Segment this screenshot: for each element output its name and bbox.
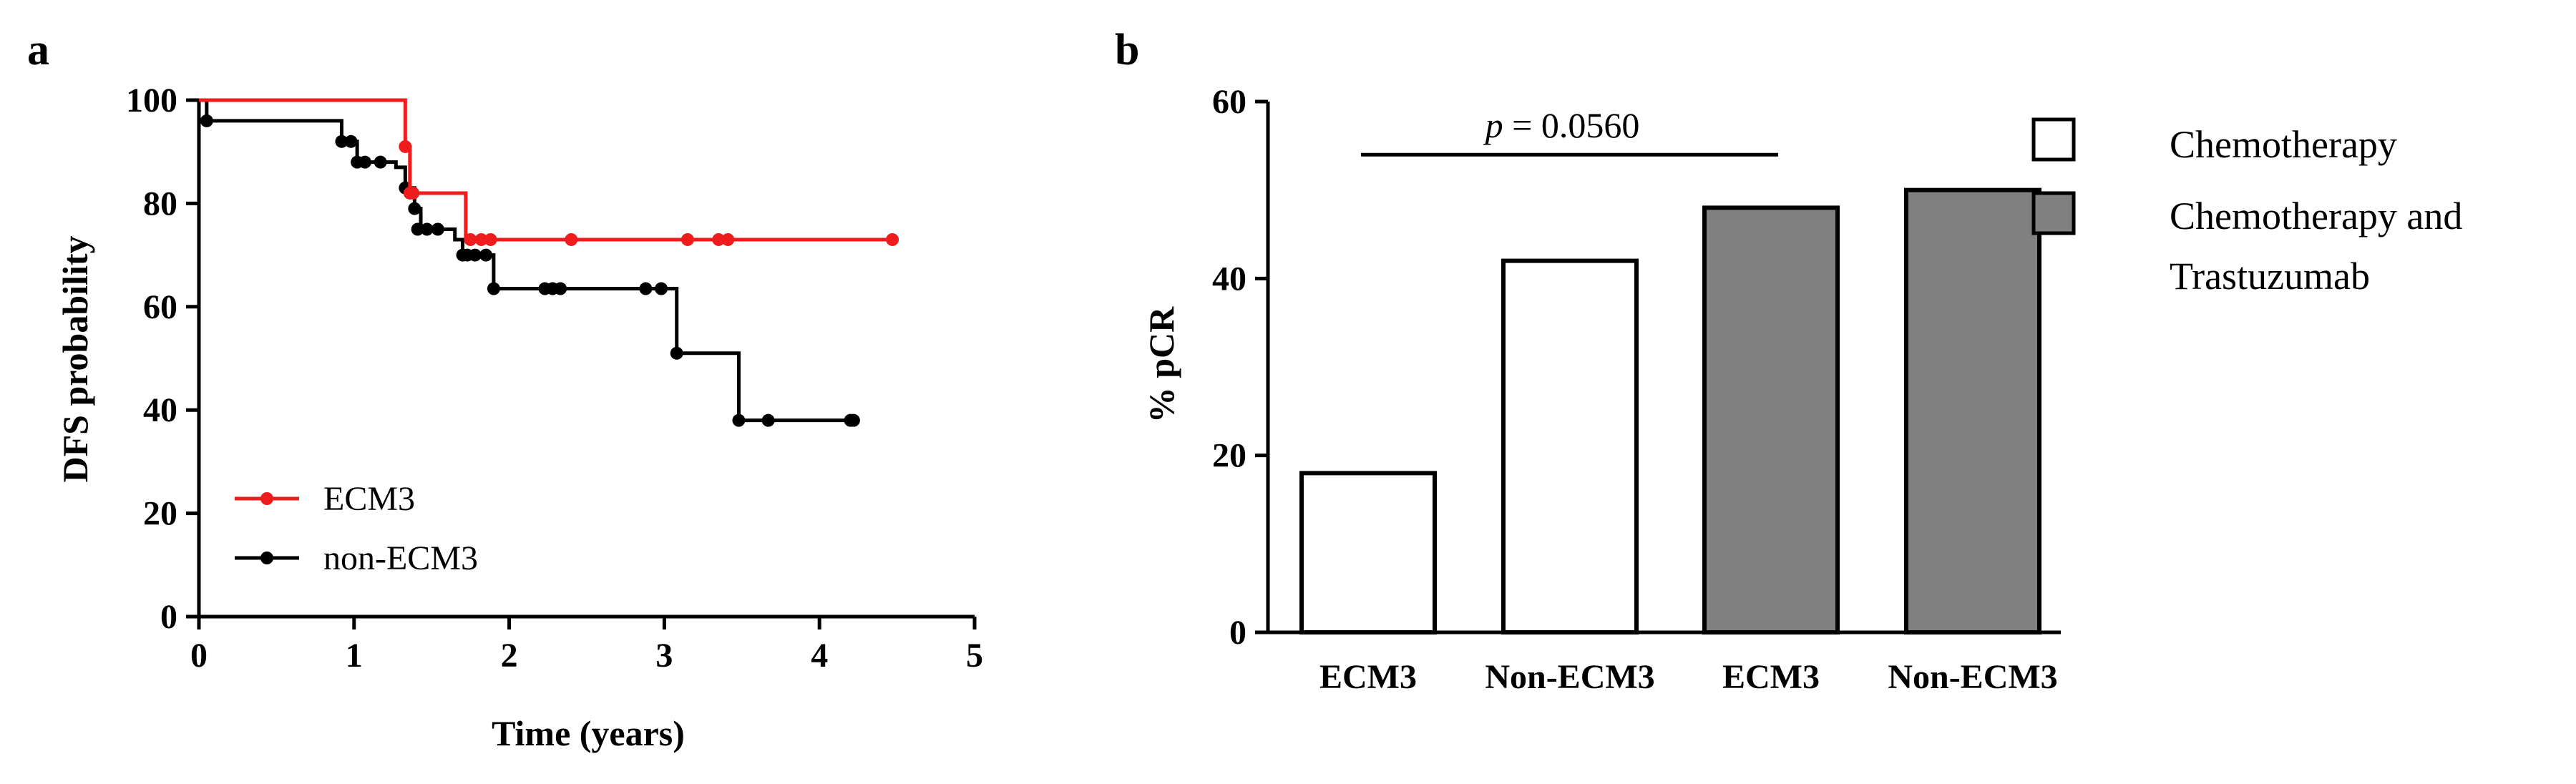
km-censor-point-non-ecm3 <box>431 222 444 236</box>
km-axes: 0 1 2 3 4 5 0 20 40 60 80 100 <box>126 82 983 675</box>
pcr-x-tick-label: Non-ECM3 <box>1485 658 1654 696</box>
pcr-y-tick-label: 20 <box>1212 437 1246 475</box>
legend-swatch-chemo-trastuzumab <box>2031 191 2076 235</box>
km-censor-point-non-ecm3 <box>655 282 668 295</box>
km-censor-point-ecm3 <box>474 232 488 246</box>
km-y-tick-label: 100 <box>126 82 177 119</box>
km-censor-point-ecm3 <box>406 186 420 200</box>
km-censor-point-non-ecm3 <box>374 155 387 169</box>
pcr-y-tick-label: 40 <box>1212 260 1246 298</box>
km-censor-point-non-ecm3 <box>847 413 860 427</box>
km-x-axis-label: Time (years) <box>492 713 685 753</box>
km-censor-point-non-ecm3 <box>358 155 371 169</box>
km-y-tick-label: 80 <box>143 185 177 222</box>
km-censor-point-non-ecm3 <box>639 282 653 295</box>
legend-label-non-ecm3: non-ECM3 <box>323 539 478 577</box>
km-x-tick-label: 2 <box>501 637 518 675</box>
pcr-bar-chart: 0 20 40 60 ECM3 Non-ECM3 ECM3 Non-ECM3 % pCR p … <box>1141 83 2462 696</box>
km-censor-point-ecm3 <box>886 232 899 246</box>
legend-marker-ecm3 <box>260 492 273 505</box>
km-y-tick-label: 0 <box>160 598 177 636</box>
km-censor-point-non-ecm3 <box>411 222 424 236</box>
km-censor-point-non-ecm3 <box>670 346 683 360</box>
km-y-axis-label: DFS probability <box>55 236 95 483</box>
km-y-tick-label: 60 <box>143 288 177 326</box>
legend-swatch-chemotherapy <box>2031 117 2076 162</box>
legend-marker-non-ecm3 <box>260 552 273 564</box>
pcr-legend: Chemotherapy Chemotherapy and Trastuzuma… <box>2031 117 2462 298</box>
km-censor-point-non-ecm3 <box>344 134 358 148</box>
km-censor-point-non-ecm3 <box>408 202 421 215</box>
km-line-non-ecm3 <box>199 98 854 423</box>
km-censor-point-ecm3 <box>399 139 412 153</box>
km-censor-point-non-ecm3 <box>420 222 434 236</box>
pcr-y-tick-label: 0 <box>1229 614 1246 652</box>
p-value-label: p = 0.0560 <box>1483 105 1640 145</box>
km-y-tick-label: 40 <box>143 391 177 429</box>
p-value-annotation: p = 0.0560 <box>1361 105 1778 157</box>
panel-label-b: b <box>1115 26 1139 74</box>
km-censor-point-non-ecm3 <box>732 413 746 427</box>
km-x-tick-label: 0 <box>190 637 208 675</box>
pcr-x-tick-label: Non-ECM3 <box>1888 658 2057 696</box>
legend-label-chemotherapy: Chemotherapy <box>2170 123 2397 166</box>
pcr-axes: 0 20 40 60 ECM3 Non-ECM3 ECM3 Non-ECM3 <box>1212 83 2061 696</box>
km-censor-point-non-ecm3 <box>479 248 493 262</box>
km-censor-point-ecm3 <box>565 232 578 246</box>
km-censor-point-non-ecm3 <box>554 282 567 295</box>
km-line-ecm3 <box>199 98 893 242</box>
legend-label-ecm3: ECM3 <box>323 480 415 518</box>
bar-4 <box>1904 187 2041 634</box>
p-value-symbol: p <box>1483 105 1503 145</box>
bar-1 <box>1299 471 1437 635</box>
p-value-number: = 0.0560 <box>1503 105 1640 145</box>
panel-label-a: a <box>27 26 49 74</box>
km-censor-point-non-ecm3 <box>487 282 500 295</box>
pcr-y-axis-label: % pCR <box>1141 306 1181 423</box>
km-x-tick-label: 4 <box>811 637 828 675</box>
km-censor-point-non-ecm3 <box>468 248 482 262</box>
km-censor-point-non-ecm3 <box>335 134 348 148</box>
pcr-x-tick-label: ECM3 <box>1319 658 1417 696</box>
legend-label-chemo-trastuzumab-line1: Chemotherapy and <box>2170 195 2462 237</box>
km-censor-point-ecm3 <box>721 232 735 246</box>
pcr-x-tick-label: ECM3 <box>1722 658 1820 696</box>
pcr-y-tick-label: 60 <box>1212 83 1246 121</box>
km-x-tick-label: 1 <box>346 637 363 675</box>
km-plot: 0 1 2 3 4 5 0 20 40 60 80 100 Time (years) DFS prob… <box>55 82 983 753</box>
bar-3 <box>1702 205 1840 634</box>
km-censor-point-non-ecm3 <box>761 413 775 427</box>
legend-label-chemo-trastuzumab-line2: Trastuzumab <box>2170 255 2370 298</box>
km-censor-point-non-ecm3 <box>200 114 213 127</box>
km-censor-point-ecm3 <box>464 232 477 246</box>
km-y-tick-label: 20 <box>143 495 177 533</box>
km-x-tick-label: 3 <box>655 637 673 675</box>
km-censor-point-ecm3 <box>680 232 694 246</box>
pcr-bars <box>1299 187 2041 635</box>
km-censor-point-ecm3 <box>712 232 726 246</box>
km-x-tick-label: 5 <box>966 637 983 675</box>
km-series <box>199 98 899 427</box>
bar-2 <box>1501 258 1639 635</box>
km-legend: ECM3 non-ECM3 <box>235 480 478 577</box>
km-censor-point-ecm3 <box>484 232 497 246</box>
